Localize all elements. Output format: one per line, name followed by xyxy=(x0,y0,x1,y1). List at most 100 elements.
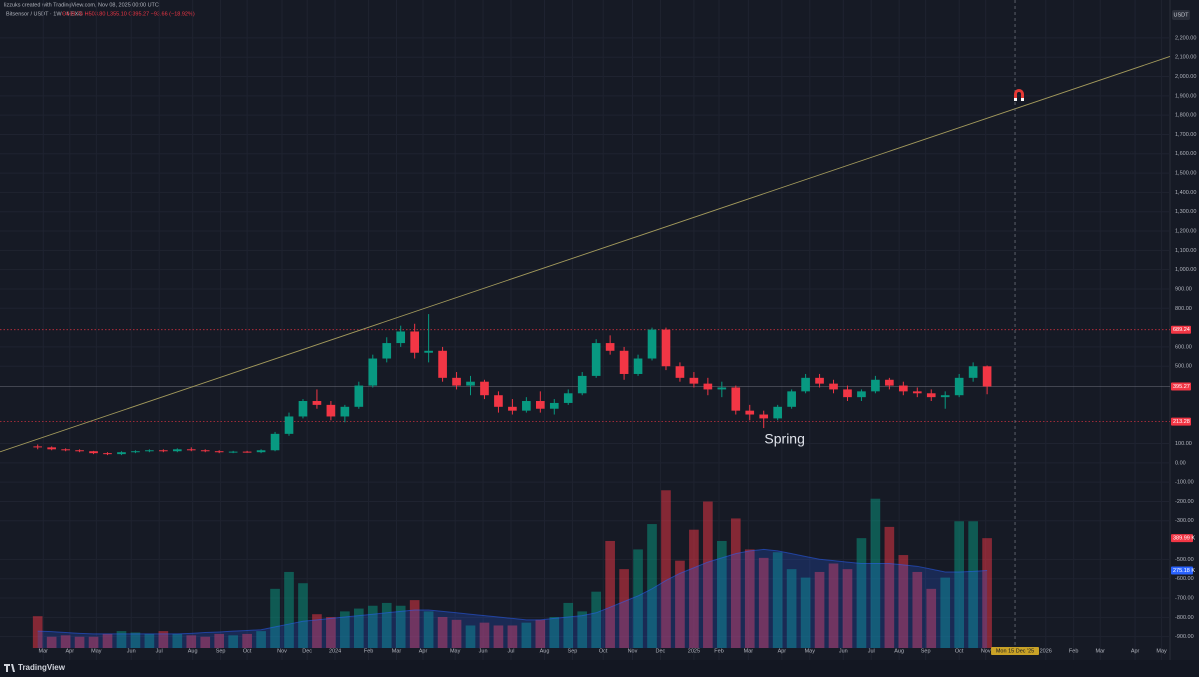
candle-body xyxy=(954,377,964,396)
x-tick-label: May xyxy=(450,648,461,654)
x-tick-label: Nov xyxy=(277,648,287,654)
volume-bar xyxy=(786,569,797,648)
x-tick-label: Feb xyxy=(364,648,373,654)
volume-bar xyxy=(270,588,280,648)
currency-badge xyxy=(1172,10,1190,20)
volume-bar xyxy=(982,538,992,648)
volume-bar xyxy=(493,625,504,648)
candle-body xyxy=(549,402,559,409)
volume-bar xyxy=(326,617,336,648)
x-tick-label: Apr xyxy=(66,648,75,654)
x-tick-label: Nov xyxy=(981,648,991,654)
y-tick-label: 1,100.00 xyxy=(1175,248,1196,254)
x-tick-label: Oct xyxy=(243,648,252,654)
volume-bar xyxy=(116,631,127,648)
x-tick-label: Jul xyxy=(507,648,514,654)
volume-label: 275.18 K xyxy=(1173,568,1195,574)
candle-body xyxy=(885,379,894,386)
volume-bar xyxy=(633,549,643,648)
volume-bar xyxy=(367,605,378,648)
volume-bar xyxy=(395,605,406,648)
volume-bar xyxy=(451,619,462,648)
volume-bar xyxy=(102,633,113,648)
x-tick-label: Aug xyxy=(894,648,904,654)
volume-bar xyxy=(60,635,71,648)
y-tick-label: 1,300.00 xyxy=(1175,209,1196,215)
x-tick-label: Sep xyxy=(921,648,931,654)
y-tick-label: -600.00 xyxy=(1175,576,1194,582)
currency: USDT xyxy=(1174,12,1190,18)
logo xyxy=(4,664,15,672)
candle-body xyxy=(172,449,182,452)
volume-bar xyxy=(912,571,923,648)
y-tick-label: -700.00 xyxy=(1175,595,1194,601)
candle-body xyxy=(591,343,601,376)
y-tick-label: -200.00 xyxy=(1175,499,1194,505)
volume-bar xyxy=(605,540,615,648)
x-tick-label: 2026 xyxy=(1040,648,1052,654)
volume-bar xyxy=(340,611,350,648)
footer: TradingView xyxy=(18,663,66,672)
candle-body xyxy=(619,350,629,374)
volume-bar xyxy=(214,633,225,648)
candle-body xyxy=(354,385,364,407)
y-tick-label: 1,600.00 xyxy=(1175,151,1196,157)
volume-pane xyxy=(32,490,992,648)
volume-bar xyxy=(661,490,671,648)
volume-bar xyxy=(884,526,895,648)
x-tick-label: Sep xyxy=(216,648,226,654)
candle-body xyxy=(689,377,699,384)
x-tick-label: Mar xyxy=(744,648,754,654)
y-tick-label: -300.00 xyxy=(1175,518,1194,524)
volume-bar xyxy=(744,549,755,648)
volume-bar xyxy=(619,569,629,648)
candle-body xyxy=(200,450,210,452)
x-tick-label: Jul xyxy=(868,648,875,654)
candle-body xyxy=(815,377,824,384)
price-label: 689.24 xyxy=(1173,327,1190,333)
volume-bar xyxy=(46,636,57,648)
candle-body xyxy=(117,452,126,455)
candle-body xyxy=(508,406,517,411)
candle-body xyxy=(284,416,294,434)
price-label-box xyxy=(1171,382,1191,391)
candle-body xyxy=(829,383,838,390)
y-tick-label: 2,000.00 xyxy=(1175,74,1196,80)
y-tick-label: 1,400.00 xyxy=(1175,190,1196,196)
candle-body xyxy=(787,391,796,407)
candle-body xyxy=(522,401,531,411)
candle-body xyxy=(480,381,489,396)
candle-body xyxy=(633,358,643,374)
volume-bar xyxy=(186,635,197,648)
candle-body xyxy=(424,350,433,353)
volume-bar xyxy=(256,631,266,648)
volume-bar xyxy=(200,636,211,648)
candle-body xyxy=(494,395,503,407)
volume-bar xyxy=(675,560,685,648)
candle-body xyxy=(89,451,98,454)
candle-body xyxy=(186,449,196,451)
x-tick-label: Oct xyxy=(955,648,964,654)
volume-bar xyxy=(144,633,155,648)
candle-body xyxy=(647,329,657,359)
volume-bar xyxy=(228,635,238,648)
volume-bar xyxy=(130,632,141,648)
y-tick-label: 1,800.00 xyxy=(1175,113,1196,119)
volume-bar xyxy=(689,529,699,648)
volume-bar xyxy=(968,521,978,648)
candle-body xyxy=(312,401,322,405)
volume-bar xyxy=(242,633,252,648)
candle-body xyxy=(131,451,140,453)
volume-bar xyxy=(88,636,99,648)
candle-body xyxy=(382,343,392,359)
candle-body xyxy=(298,401,308,417)
price-label: 395.27 xyxy=(1173,384,1190,390)
y-tick-label: 1,900.00 xyxy=(1175,93,1196,99)
candle-body xyxy=(33,446,43,448)
volume-bar xyxy=(409,600,420,648)
volume-bar xyxy=(74,636,85,648)
volume-bar xyxy=(828,563,839,648)
x-tick-label: Jun xyxy=(839,648,848,654)
volume-bar xyxy=(856,538,867,648)
